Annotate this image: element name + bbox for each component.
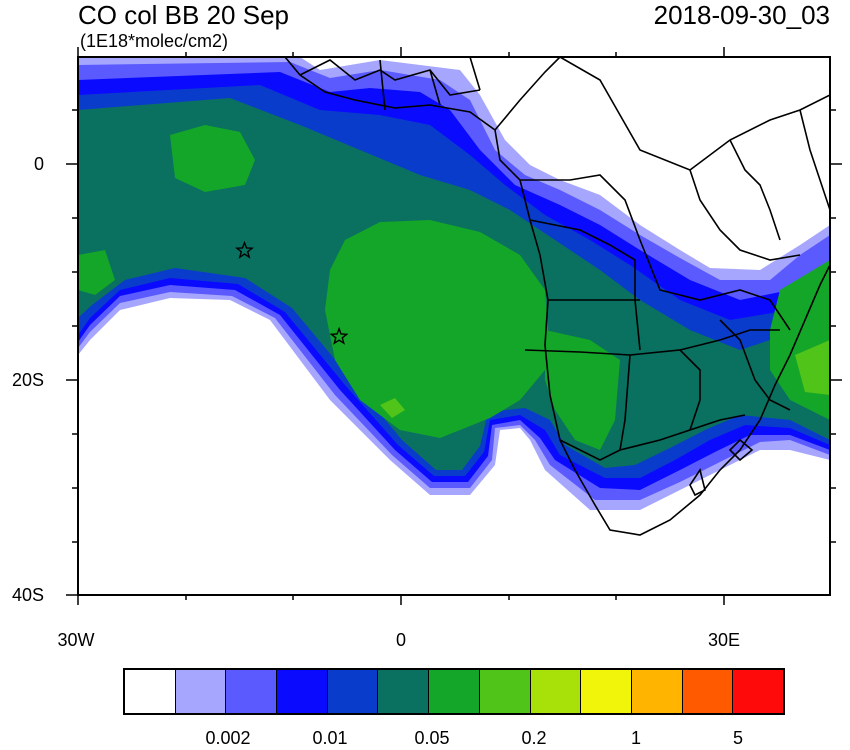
colorbar-swatch (682, 670, 734, 713)
co-field (78, 57, 830, 536)
colorbar-swatch (733, 670, 783, 713)
co-band-0-2-ocean (380, 398, 405, 418)
colorbar-swatch (631, 670, 683, 713)
map-title: CO col BB 20 Sep (78, 0, 289, 30)
lat-label-0: 0 (33, 154, 44, 174)
colorbar-swatch (226, 670, 278, 713)
lat-label-40s: 40S (11, 585, 44, 605)
legend-label-0-01: 0.01 (312, 728, 348, 748)
legend-label-1: 1 (630, 728, 641, 748)
co-band-0-1-ocean (325, 220, 548, 438)
lon-label-0: 0 (395, 630, 406, 650)
legend-label-0-2: 0.2 (521, 728, 547, 748)
coastlines (284, 57, 830, 536)
colorbar-swatch (479, 670, 531, 713)
colorbar (123, 668, 785, 715)
colorbar-swatch (378, 670, 430, 713)
map-units: (1E18*molec/cm2) (80, 31, 229, 51)
colorbar-swatch (175, 670, 227, 713)
colorbar-swatch (429, 670, 480, 713)
legend-label-0-05: 0.05 (414, 728, 450, 748)
co-band-0-1-north (170, 125, 255, 192)
colorbar-swatch (277, 670, 328, 713)
map-timestamp: 2018-09-30_03 (653, 0, 830, 30)
lon-label-30e: 30E (707, 630, 741, 650)
axis-ticks (66, 47, 842, 605)
legend-label-0-002: 0.002 (205, 728, 251, 748)
lon-label-30w: 30W (57, 630, 95, 650)
colorbar-swatch (581, 670, 632, 713)
co-band-0-2-east (795, 340, 830, 395)
colorbar-swatch (530, 670, 582, 713)
marker-layer (235, 240, 349, 345)
star-marker (235, 240, 254, 259)
colorbar-swatch (125, 670, 176, 713)
co-band-0-1-west (78, 250, 115, 295)
legend-label-5: 5 (732, 728, 743, 748)
colorbar-swatch (327, 670, 379, 713)
lat-label-20s: 20S (11, 370, 44, 390)
star-marker (329, 326, 349, 345)
co-band-0-1-land (545, 330, 620, 450)
